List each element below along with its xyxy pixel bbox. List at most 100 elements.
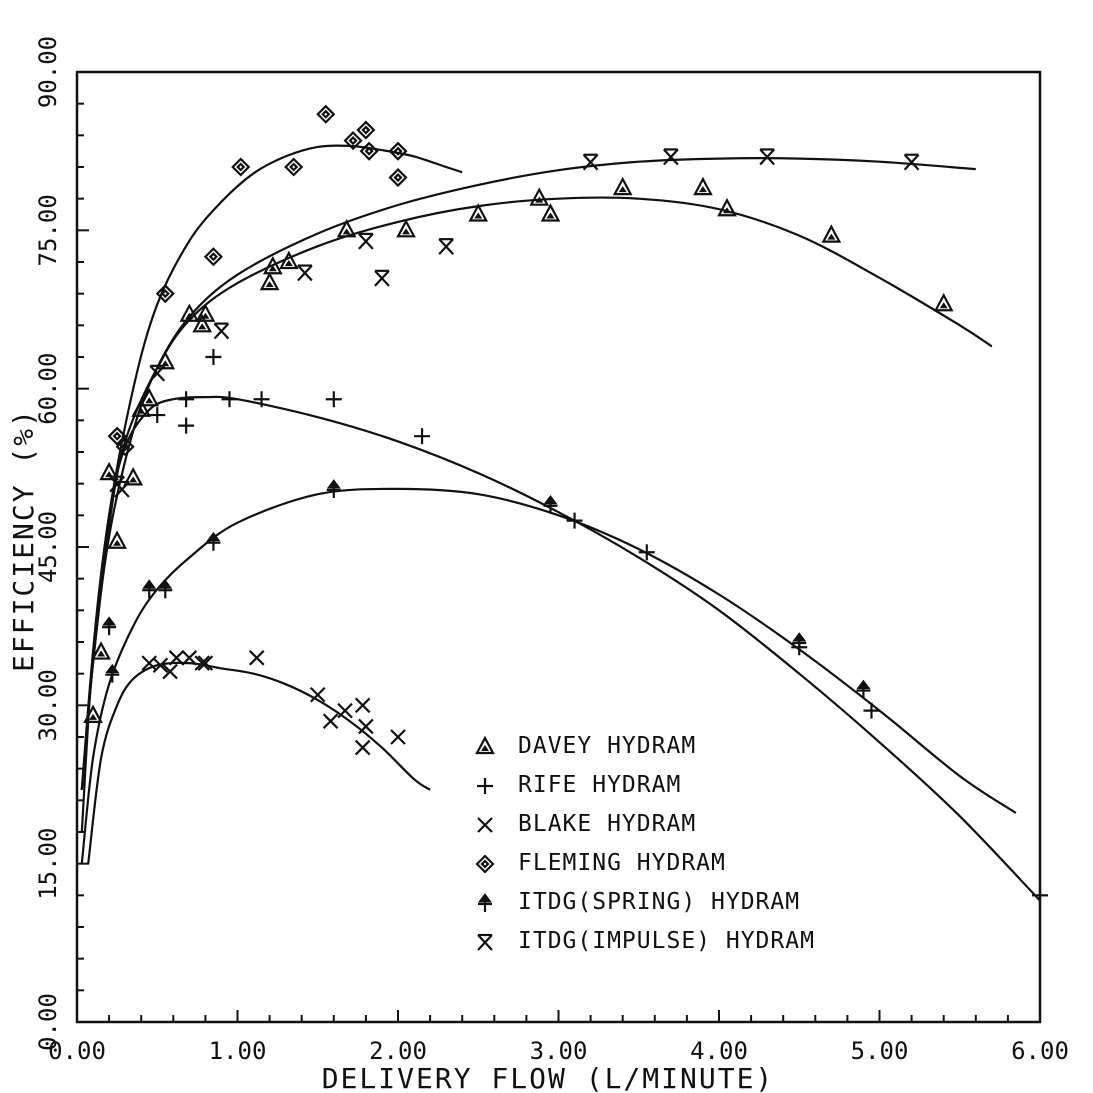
data-point-series-0 (336, 218, 357, 238)
data-point-series-0 (131, 398, 152, 417)
data-point-series-4 (206, 531, 221, 551)
data-point-series-5 (374, 269, 390, 287)
data-point-series-1 (414, 428, 431, 445)
data-point-series-1 (253, 391, 270, 408)
data-point-series-3 (356, 120, 376, 140)
data-point-series-2 (168, 650, 185, 666)
data-point-series-0 (717, 197, 737, 217)
data-point-series-5 (582, 153, 599, 171)
data-point-series-0 (821, 224, 842, 243)
legend-marker (475, 854, 495, 874)
y-tick-label: 60.00 (34, 353, 62, 425)
data-point-series-4 (102, 616, 117, 636)
data-point-series-5 (297, 264, 313, 282)
data-point-series-1 (205, 349, 222, 365)
fit-curve-2 (87, 661, 431, 864)
y-tick-label: 15.00 (34, 828, 62, 900)
x-tick-label: 0.00 (48, 1037, 106, 1065)
data-point-series-0 (529, 187, 550, 206)
data-point-series-0 (259, 271, 280, 291)
data-point-series-2 (194, 655, 210, 671)
data-point-series-1 (221, 391, 238, 408)
data-point-series-3 (231, 157, 251, 177)
fit-curve-3 (80, 144, 463, 790)
x-tick-label: 5.00 (851, 1037, 909, 1065)
data-point-series-4 (543, 494, 558, 514)
data-point-series-3 (388, 167, 408, 188)
data-point-series-3 (155, 284, 175, 304)
plot-frame (75, 70, 1042, 1024)
fit-curve-5 (80, 157, 976, 790)
data-point-series-0 (179, 303, 200, 322)
x-axis-title: DELIVERY FLOW (L/MINUTE) (322, 1062, 775, 1093)
data-point-series-5 (213, 322, 230, 340)
data-point-series-2 (358, 718, 374, 735)
data-point-series-2 (322, 713, 339, 729)
legend-label: RIFE HYDRAM (518, 772, 681, 798)
legend-marker (477, 817, 493, 833)
data-point-series-1 (638, 544, 655, 561)
data-point-series-3 (107, 426, 127, 446)
data-point-series-1 (325, 391, 342, 408)
fit-curve-4 (80, 487, 1017, 864)
data-point-series-0 (540, 203, 561, 222)
data-point-series-0 (123, 467, 144, 486)
data-point-series-0 (468, 203, 489, 222)
legend-marker (477, 778, 493, 794)
data-point-series-4 (142, 579, 157, 599)
y-tick-label: 90.00 (34, 36, 62, 108)
data-point-series-5 (663, 148, 679, 166)
legend-marker (475, 735, 495, 755)
data-point-series-2 (354, 697, 371, 714)
legend: DAVEY HYDRAM RIFE HYDRAM BLAKE HYDRAM FLEMI… (475, 733, 815, 954)
data-point-series-2 (162, 663, 178, 680)
data-point-series-2 (337, 702, 353, 719)
x-tick-label: 6.00 (1011, 1037, 1069, 1065)
data-point-series-1 (178, 417, 195, 434)
data-point-series-4 (792, 632, 807, 651)
data-point-series-5 (903, 153, 920, 171)
x-tick-label: 3.00 (530, 1037, 588, 1065)
data-point-series-4 (326, 479, 341, 498)
y-tick-label: 0.00 (34, 993, 62, 1051)
data-point-series-0 (91, 641, 111, 660)
legend-label: ITDG(IMPULSE) HYDRAM (518, 928, 815, 954)
y-axis-title: EFFICIENCY (%) (7, 408, 40, 672)
data-point-series-0 (192, 313, 213, 333)
data-point-series-0 (83, 704, 103, 723)
data-point-series-3 (343, 131, 363, 151)
data-point-series-0 (396, 218, 416, 238)
legend-label: BLAKE HYDRAM (518, 811, 696, 837)
data-point-series-4 (856, 679, 871, 699)
y-tick-label: 30.00 (34, 669, 62, 741)
legend-label: FLEMING HYDRAM (518, 850, 726, 876)
data-point-series-0 (262, 255, 283, 275)
tick-labels: 0.00 1.00 2.00 3.00 4.00 5.00 6.00 0.00 15.00 30.… (34, 36, 1069, 1065)
data-point-series-5 (149, 364, 166, 382)
data-point-series-5 (438, 238, 454, 255)
x-tick-label: 2.00 (369, 1037, 427, 1065)
legend-marker (478, 893, 492, 912)
x-tick-label: 4.00 (690, 1037, 748, 1065)
data-point-series-4 (158, 579, 173, 599)
data-point-series-3 (203, 247, 223, 267)
data-point-series-0 (279, 250, 299, 270)
data-point-series-2 (248, 650, 265, 666)
data-markers (83, 104, 1048, 904)
legend-label: DAVEY HYDRAM (518, 733, 696, 759)
data-point-series-4 (105, 663, 120, 683)
data-point-series-3 (115, 437, 135, 457)
data-point-series-0 (195, 303, 216, 322)
data-point-series-0 (107, 530, 127, 549)
legend-marker (477, 933, 493, 951)
data-point-series-0 (933, 292, 954, 312)
data-point-series-2 (197, 655, 214, 671)
y-tick-label: 45.00 (34, 511, 62, 583)
fit-curves (80, 144, 1041, 902)
data-point-series-5 (114, 480, 130, 498)
data-point-series-1 (566, 512, 583, 529)
data-point-series-1 (149, 407, 166, 424)
data-point-series-3 (316, 104, 336, 124)
x-tick-label: 1.00 (209, 1037, 267, 1065)
